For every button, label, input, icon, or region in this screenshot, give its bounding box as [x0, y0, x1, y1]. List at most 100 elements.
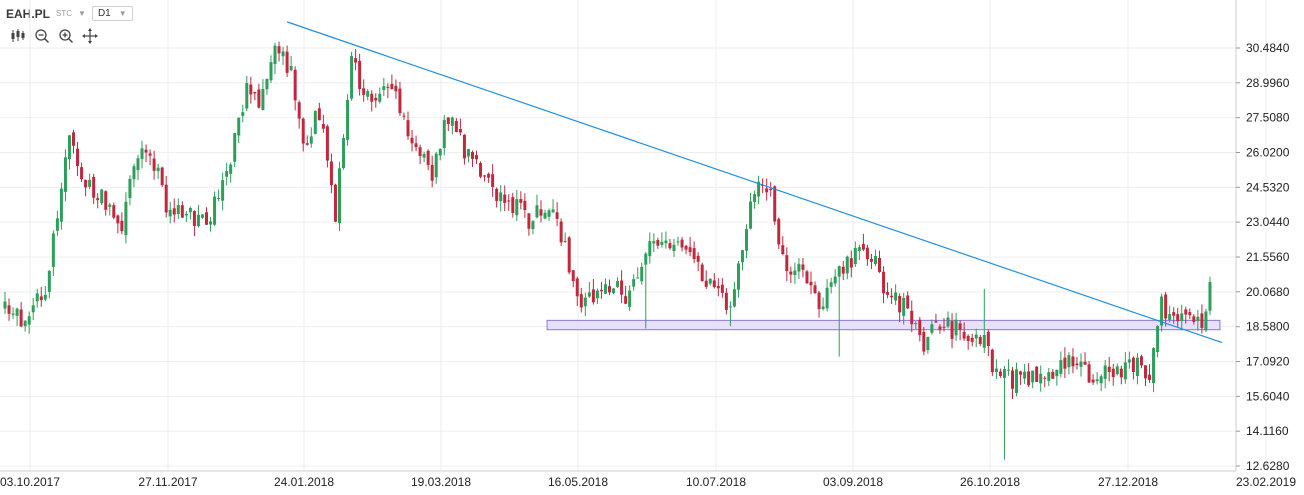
candle-body: [1083, 361, 1087, 365]
candle-body: [857, 247, 861, 252]
candle-body: [374, 97, 378, 101]
candle-body: [241, 112, 245, 116]
candle-body: [112, 205, 116, 218]
candle-body: [11, 313, 15, 315]
timeframe-label: D1: [97, 8, 111, 19]
candle-body: [426, 150, 430, 166]
candle-body: [809, 281, 813, 286]
price-tick-label: 24.5320: [1246, 180, 1290, 194]
candle-body: [483, 175, 487, 177]
candle-body: [337, 168, 341, 224]
candle-body: [595, 290, 599, 299]
candle-body: [684, 245, 688, 250]
price-axis[interactable]: 30.4840 28.9960 27.5080 26.0200 24.5320 23.04…: [1236, 41, 1290, 473]
price-tick-label: 15.6040: [1246, 389, 1290, 403]
candle-body: [1075, 363, 1079, 366]
candle-body: [781, 245, 785, 255]
time-tick-label: 03.09.2018: [823, 475, 883, 489]
candle-body: [1055, 369, 1059, 377]
candle-body: [571, 270, 575, 282]
candle-body: [712, 280, 716, 288]
candle-body: [628, 290, 632, 307]
candle-body: [442, 119, 446, 149]
candle-body: [728, 306, 732, 308]
candle-body: [309, 136, 313, 144]
candle-body: [1204, 311, 1208, 331]
candle-body: [652, 241, 656, 244]
candle-body: [591, 289, 595, 303]
candle-body: [632, 279, 636, 287]
trendline-line[interactable]: [286, 21, 1223, 344]
candle-body: [84, 179, 88, 188]
candle-body: [1099, 376, 1103, 384]
trendline[interactable]: [286, 21, 1223, 344]
symbol-label[interactable]: EAH.PL: [6, 6, 51, 21]
candle-body: [1135, 357, 1139, 377]
candle-body: [942, 326, 946, 328]
market-label[interactable]: STC: [56, 9, 73, 18]
candle-body: [926, 336, 930, 351]
price-tick-label: 20.0680: [1246, 285, 1290, 299]
candle-body: [358, 60, 362, 90]
candle-body: [289, 66, 293, 71]
candle-body: [523, 200, 527, 211]
candle-body: [644, 253, 648, 265]
candle-body: [487, 173, 491, 178]
candle-body: [180, 205, 184, 218]
candle-body: [192, 210, 196, 226]
candle-body: [603, 284, 607, 294]
candle-body: [92, 176, 96, 198]
candle-body: [910, 310, 914, 325]
candle-body: [1127, 359, 1131, 363]
candle-body: [1071, 356, 1075, 367]
zoom-out-icon[interactable]: [34, 28, 50, 44]
candle-body: [962, 331, 966, 339]
candle-body: [15, 308, 19, 316]
candle-body: [1180, 313, 1184, 322]
candle-body: [233, 133, 237, 162]
price-tick-label: 14.1160: [1246, 424, 1289, 438]
candlestick-type-icon[interactable]: [10, 28, 26, 44]
candle-body: [333, 184, 337, 222]
candle-body: [777, 218, 781, 245]
time-axis[interactable]: 03.10.2017 27.11.2017 24.01.2018 19.03.2018…: [0, 475, 1296, 489]
candle-body: [555, 212, 559, 219]
candle-body: [120, 220, 124, 232]
candle-body: [990, 349, 994, 373]
candle-body: [1131, 357, 1135, 373]
chart-header: EAH.PL STC ▼ D1 ▼: [6, 6, 133, 21]
candle-body: [144, 149, 148, 153]
zoom-in-icon[interactable]: [58, 28, 74, 44]
candle-body: [1148, 374, 1152, 380]
candle-body: [700, 264, 704, 282]
candle-body: [261, 89, 265, 110]
crosshair-icon[interactable]: [82, 28, 98, 44]
candle-body: [878, 257, 882, 273]
chevron-down-icon[interactable]: ▼: [78, 9, 86, 18]
candle-body: [821, 306, 825, 310]
candle-body: [462, 134, 466, 159]
candle-body: [430, 164, 434, 181]
candle-body: [1031, 370, 1035, 383]
candle-body: [1107, 366, 1111, 372]
candle-body: [825, 287, 829, 309]
candle-body: [63, 157, 67, 192]
candle-body: [229, 164, 233, 174]
candle-body: [966, 335, 970, 341]
candle-body: [773, 186, 777, 222]
timeframe-select[interactable]: D1 ▼: [91, 6, 133, 21]
candle-body: [148, 153, 152, 156]
support-band-rect[interactable]: [546, 319, 1221, 331]
candle-body: [176, 205, 180, 214]
candle-body: [841, 266, 845, 274]
candle-body: [1164, 294, 1168, 319]
candle-body: [72, 132, 76, 146]
candle-body: [1208, 282, 1212, 311]
price-tick-label: 27.5080: [1246, 111, 1290, 125]
candle-body: [321, 123, 325, 129]
candle-body: [245, 83, 249, 109]
candle-body: [620, 280, 624, 295]
candle-body: [269, 62, 273, 81]
candle-body: [188, 207, 192, 213]
